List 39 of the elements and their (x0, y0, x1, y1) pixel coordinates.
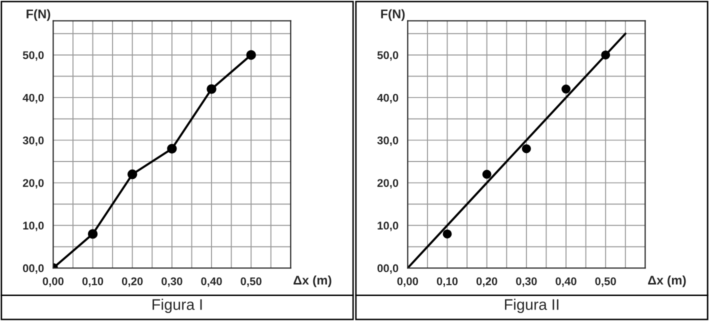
x-axis-title: Δx (m) (648, 275, 686, 288)
y-tick-label: 10,0 (23, 222, 44, 232)
y-tick-label: 20,0 (22, 179, 44, 189)
y-tick-label: 00,0 (22, 264, 44, 274)
x-tick-label: 0,20 (122, 277, 143, 287)
y-tick-label: 00,0 (377, 264, 398, 274)
point (522, 144, 531, 154)
x-tick-label: 0,00 (42, 277, 64, 287)
point (127, 169, 138, 180)
x-axis-title: Δx (m) (294, 275, 332, 288)
x-tick-label: 0,50 (240, 277, 262, 287)
point (482, 170, 492, 179)
y-tick-label: 40,0 (377, 94, 398, 104)
y-tick-label: 20,0 (377, 179, 398, 189)
point (442, 229, 452, 238)
x-tick-label: 0,10 (436, 277, 458, 287)
x-tick-label: 0,40 (201, 277, 222, 287)
text: Figura I (152, 298, 202, 313)
x-tick-label: 0,20 (476, 277, 498, 287)
x-tick-label: 0,00 (397, 277, 418, 287)
y-tick-label: 40,0 (22, 94, 44, 104)
text: Figura II (504, 298, 558, 313)
y-tick-label: 50,0 (377, 51, 398, 61)
x-tick-label: 0,30 (516, 277, 537, 287)
x-tick-label: 0,40 (556, 277, 576, 287)
x-tick-label: 0,30 (162, 277, 182, 287)
x-tick-label: 0,10 (82, 277, 104, 287)
x-tick-label: 0,50 (595, 277, 616, 287)
y-axis-title: F(N) (381, 9, 405, 21)
point (562, 84, 571, 94)
point (206, 84, 216, 94)
y-tick-label: 30,0 (377, 136, 398, 146)
point (88, 229, 98, 239)
point (167, 144, 177, 154)
y-tick-label: 30,0 (22, 136, 44, 146)
y-tick-label: 50,0 (22, 51, 44, 61)
point (246, 50, 256, 60)
y-tick-label: 10,0 (378, 222, 398, 232)
y-axis-title: F(N) (26, 9, 50, 21)
